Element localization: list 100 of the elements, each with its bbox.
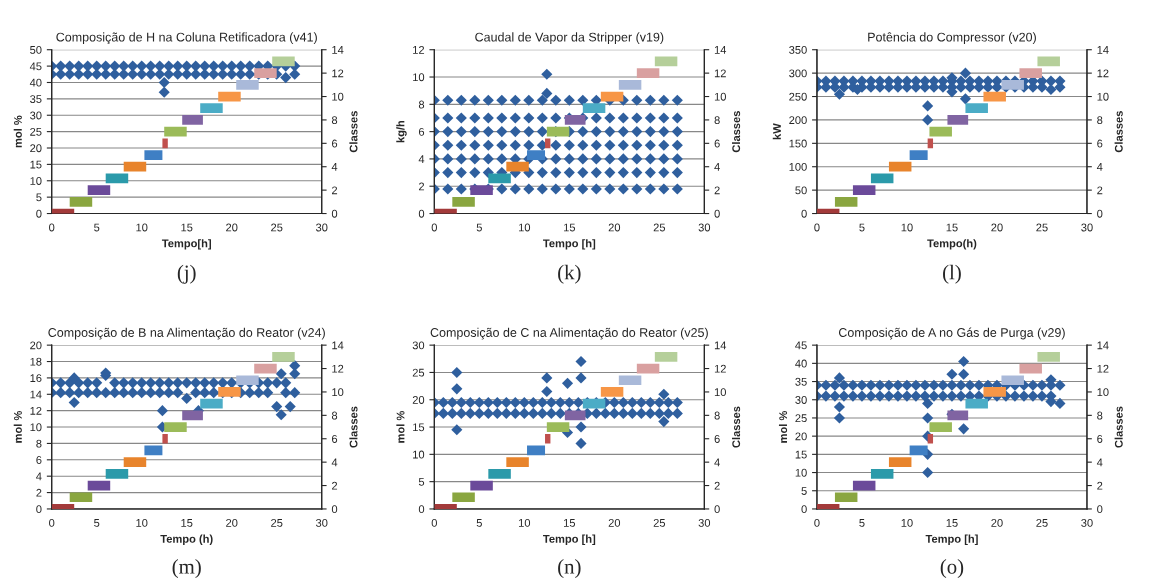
y-tick-label: 12: [413, 45, 425, 54]
text: (l): [943, 264, 961, 284]
y2-tick-label: 14: [714, 46, 727, 54]
chart-title: Composição de A no Gás de Purga (v29): [838, 327, 1065, 340]
x-tick-label: 30: [698, 518, 711, 527]
y-tick-label: 10: [413, 73, 425, 82]
y-tick-label: 10: [795, 468, 807, 477]
x-tick-label: 10: [136, 223, 148, 232]
y-tick-label: 4: [418, 155, 425, 163]
y2-tick-label: 14: [332, 46, 344, 54]
y2-tick-label: 8: [1097, 116, 1103, 125]
x-tick-label: 10: [519, 518, 531, 527]
y-tick-label: 5: [801, 487, 807, 495]
y-tick-label: 300: [789, 69, 807, 78]
y2-tick-label: 2: [332, 186, 338, 195]
y2-tick-label: 8: [331, 116, 338, 125]
y2-tick-label: 6: [714, 139, 720, 148]
x-tick-label: 0: [814, 223, 820, 232]
y2-tick-label: 14: [1097, 46, 1109, 54]
x-axis-title: Tempo [h]: [543, 534, 596, 545]
x-tick-label: 25: [1036, 223, 1048, 232]
y2-tick-label: 0: [1097, 505, 1103, 514]
y2-tick-label: 6: [332, 435, 338, 443]
y2-tick-label: 12: [714, 364, 726, 373]
y2-tick-label: 2: [714, 481, 720, 490]
chart-title: Composição de B na Alimentação do Reator (v24): [48, 327, 325, 340]
x-tick-label: 15: [946, 223, 958, 232]
y-tick-label: 35: [30, 95, 42, 103]
x-tick-label: 15: [564, 519, 576, 527]
x-tick-label: 30: [698, 223, 711, 232]
y-tick-label: 0: [418, 209, 425, 218]
y2-tick-label: 14: [332, 341, 344, 350]
y2-tick-label: 10: [1097, 92, 1109, 101]
y-tick-label: 16: [30, 374, 42, 383]
y2-tick-label: 8: [714, 116, 720, 125]
y-tick-label: 10: [30, 177, 42, 185]
y2-tick-label: 12: [332, 69, 344, 78]
text: (k): [558, 264, 581, 284]
x-tick-label: 25: [653, 518, 666, 527]
x-tick-label: 15: [181, 223, 193, 232]
y-tick-label: 35: [795, 377, 807, 386]
y-tick-label: 40: [29, 78, 42, 87]
y-tick-label: 20: [412, 396, 425, 404]
y2-tick-label: 10: [1097, 388, 1109, 397]
y2-tick-label: 4: [1096, 163, 1103, 171]
x-tick-label: 10: [901, 223, 913, 232]
y2-tick-label: 2: [332, 481, 338, 490]
y-tick-label: 6: [418, 127, 425, 136]
y2-tick-label: 4: [714, 458, 720, 467]
y-axis-title: mol %: [13, 115, 22, 148]
x-tick-label: 20: [226, 223, 238, 232]
text: (m): [172, 559, 201, 578]
chart-title: Potência do Compressor (v20): [868, 32, 1036, 44]
y-tick-label: 5: [418, 478, 425, 486]
y-tick-label: 0: [801, 209, 807, 218]
x-tick-label: 10: [901, 518, 913, 527]
y2-axis-title: Classes: [731, 111, 741, 153]
y2-tick-label: 8: [331, 411, 338, 420]
y2-tick-label: 0: [331, 209, 338, 218]
y2-tick-label: 12: [1097, 364, 1109, 373]
y2-tick-label: 0: [1097, 209, 1103, 218]
y-tick-label: 5: [36, 193, 42, 202]
y-tick-label: 30: [795, 396, 807, 404]
y2-tick-label: 10: [332, 92, 344, 101]
y-tick-label: 100: [789, 162, 807, 171]
x-tick-label: 0: [814, 518, 820, 527]
chart-title: Composição de C na Alimentação do Reator (v25): [430, 327, 708, 340]
y-tick-label: 15: [413, 423, 425, 432]
y2-tick-label: 2: [1097, 186, 1103, 195]
y2-tick-label: 12: [332, 364, 344, 373]
x-tick-label: 25: [1036, 518, 1048, 527]
y-tick-label: 50: [795, 186, 807, 195]
y2-tick-label: 12: [714, 69, 726, 78]
y-tick-label: 25: [795, 414, 807, 423]
y2-axis-title: Classes: [1114, 406, 1123, 448]
x-tick-label: 15: [181, 519, 193, 527]
y-tick-label: 30: [412, 341, 425, 350]
y-tick-label: 40: [795, 359, 807, 368]
x-axis-title: Tempo[h]: [161, 239, 211, 250]
y-tick-label: 45: [29, 62, 42, 71]
y-tick-label: 20: [30, 144, 42, 153]
y-tick-label: 10: [30, 423, 42, 432]
x-tick-label: 0: [431, 223, 437, 232]
y2-tick-label: 6: [1097, 139, 1103, 148]
y2-tick-label: 0: [714, 505, 720, 514]
x-tick-label: 15: [946, 519, 958, 527]
x-tick-label: 5: [859, 223, 865, 232]
y-axis-title: mol %: [396, 410, 405, 443]
y2-tick-label: 10: [714, 388, 726, 397]
y-tick-label: 14: [30, 390, 42, 399]
chart-title: Caudal de Vapor da Stripper (v19): [475, 32, 664, 44]
y-tick-label: 30: [30, 111, 42, 120]
y2-tick-label: 4: [714, 163, 720, 171]
y2-axis-title: Classes: [1114, 111, 1123, 153]
x-tick-label: 5: [859, 519, 865, 527]
y-axis-title: kW: [772, 123, 781, 140]
y2-axis-title: Classes: [731, 406, 741, 448]
y-tick-label: 0: [36, 505, 42, 514]
y2-tick-label: 12: [1097, 69, 1109, 78]
chart-title: Composição de H na Coluna Retificadora (v41): [56, 32, 317, 45]
